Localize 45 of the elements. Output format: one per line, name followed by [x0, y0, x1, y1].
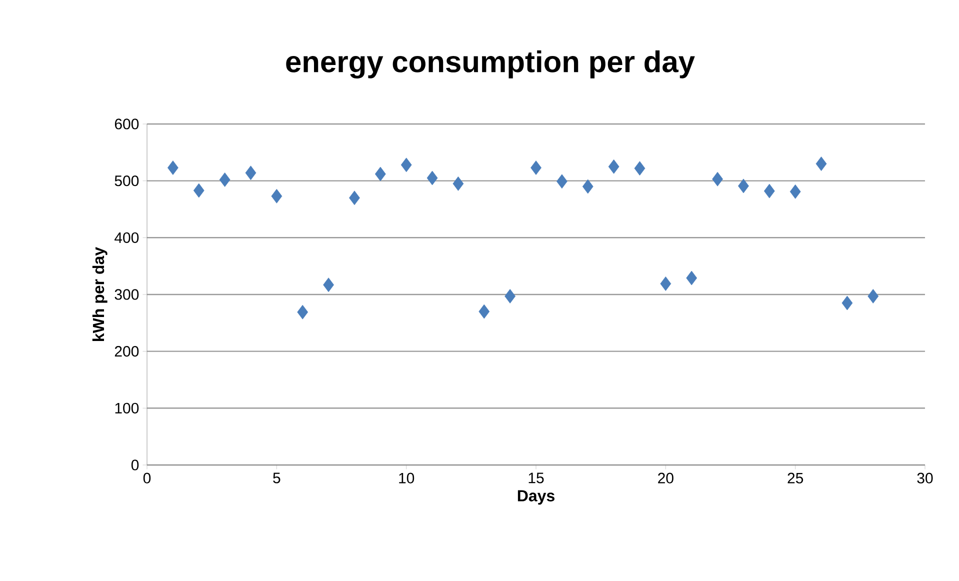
x-tick-label: 25	[788, 472, 804, 484]
point	[790, 184, 801, 199]
y-tick-label: 400	[114, 232, 139, 243]
point	[686, 270, 698, 286]
x-tick-label: 10	[399, 472, 414, 484]
point	[452, 176, 464, 191]
chart-title: energy consumption per day	[286, 50, 695, 78]
point	[764, 184, 775, 198]
y-tick-label: 300	[114, 289, 139, 300]
point	[271, 188, 282, 204]
x-tick-label: 30	[917, 472, 933, 484]
x-tick-label: 20	[658, 472, 674, 484]
point	[660, 276, 672, 291]
point	[530, 160, 542, 175]
x-tick-label: 0	[143, 472, 151, 484]
point	[323, 278, 334, 292]
point	[374, 166, 386, 182]
point	[608, 159, 620, 174]
point	[349, 190, 360, 206]
y-tick-label: 0	[131, 460, 139, 470]
point	[193, 183, 204, 198]
point	[167, 160, 178, 175]
point	[816, 156, 827, 171]
x-tick-label: 15	[528, 472, 544, 484]
point	[556, 174, 568, 189]
point	[245, 166, 256, 180]
x-tick-label: 5	[273, 472, 280, 484]
point	[297, 304, 308, 320]
point	[426, 170, 438, 186]
point	[738, 178, 749, 194]
x-axis-title: Days	[518, 490, 554, 505]
point	[504, 288, 516, 304]
point	[634, 161, 646, 176]
point	[842, 296, 853, 310]
y-tick-label: 200	[114, 346, 139, 357]
y-tick-label: 100	[115, 402, 139, 414]
point	[582, 179, 594, 194]
y-tick-label: 500	[114, 176, 139, 186]
point	[400, 158, 412, 172]
point	[219, 172, 230, 187]
point	[868, 288, 879, 304]
y-tick-label: 600	[114, 118, 139, 130]
y-axis-title: kWh per day	[92, 247, 108, 341]
point	[478, 304, 490, 319]
point	[712, 172, 723, 186]
